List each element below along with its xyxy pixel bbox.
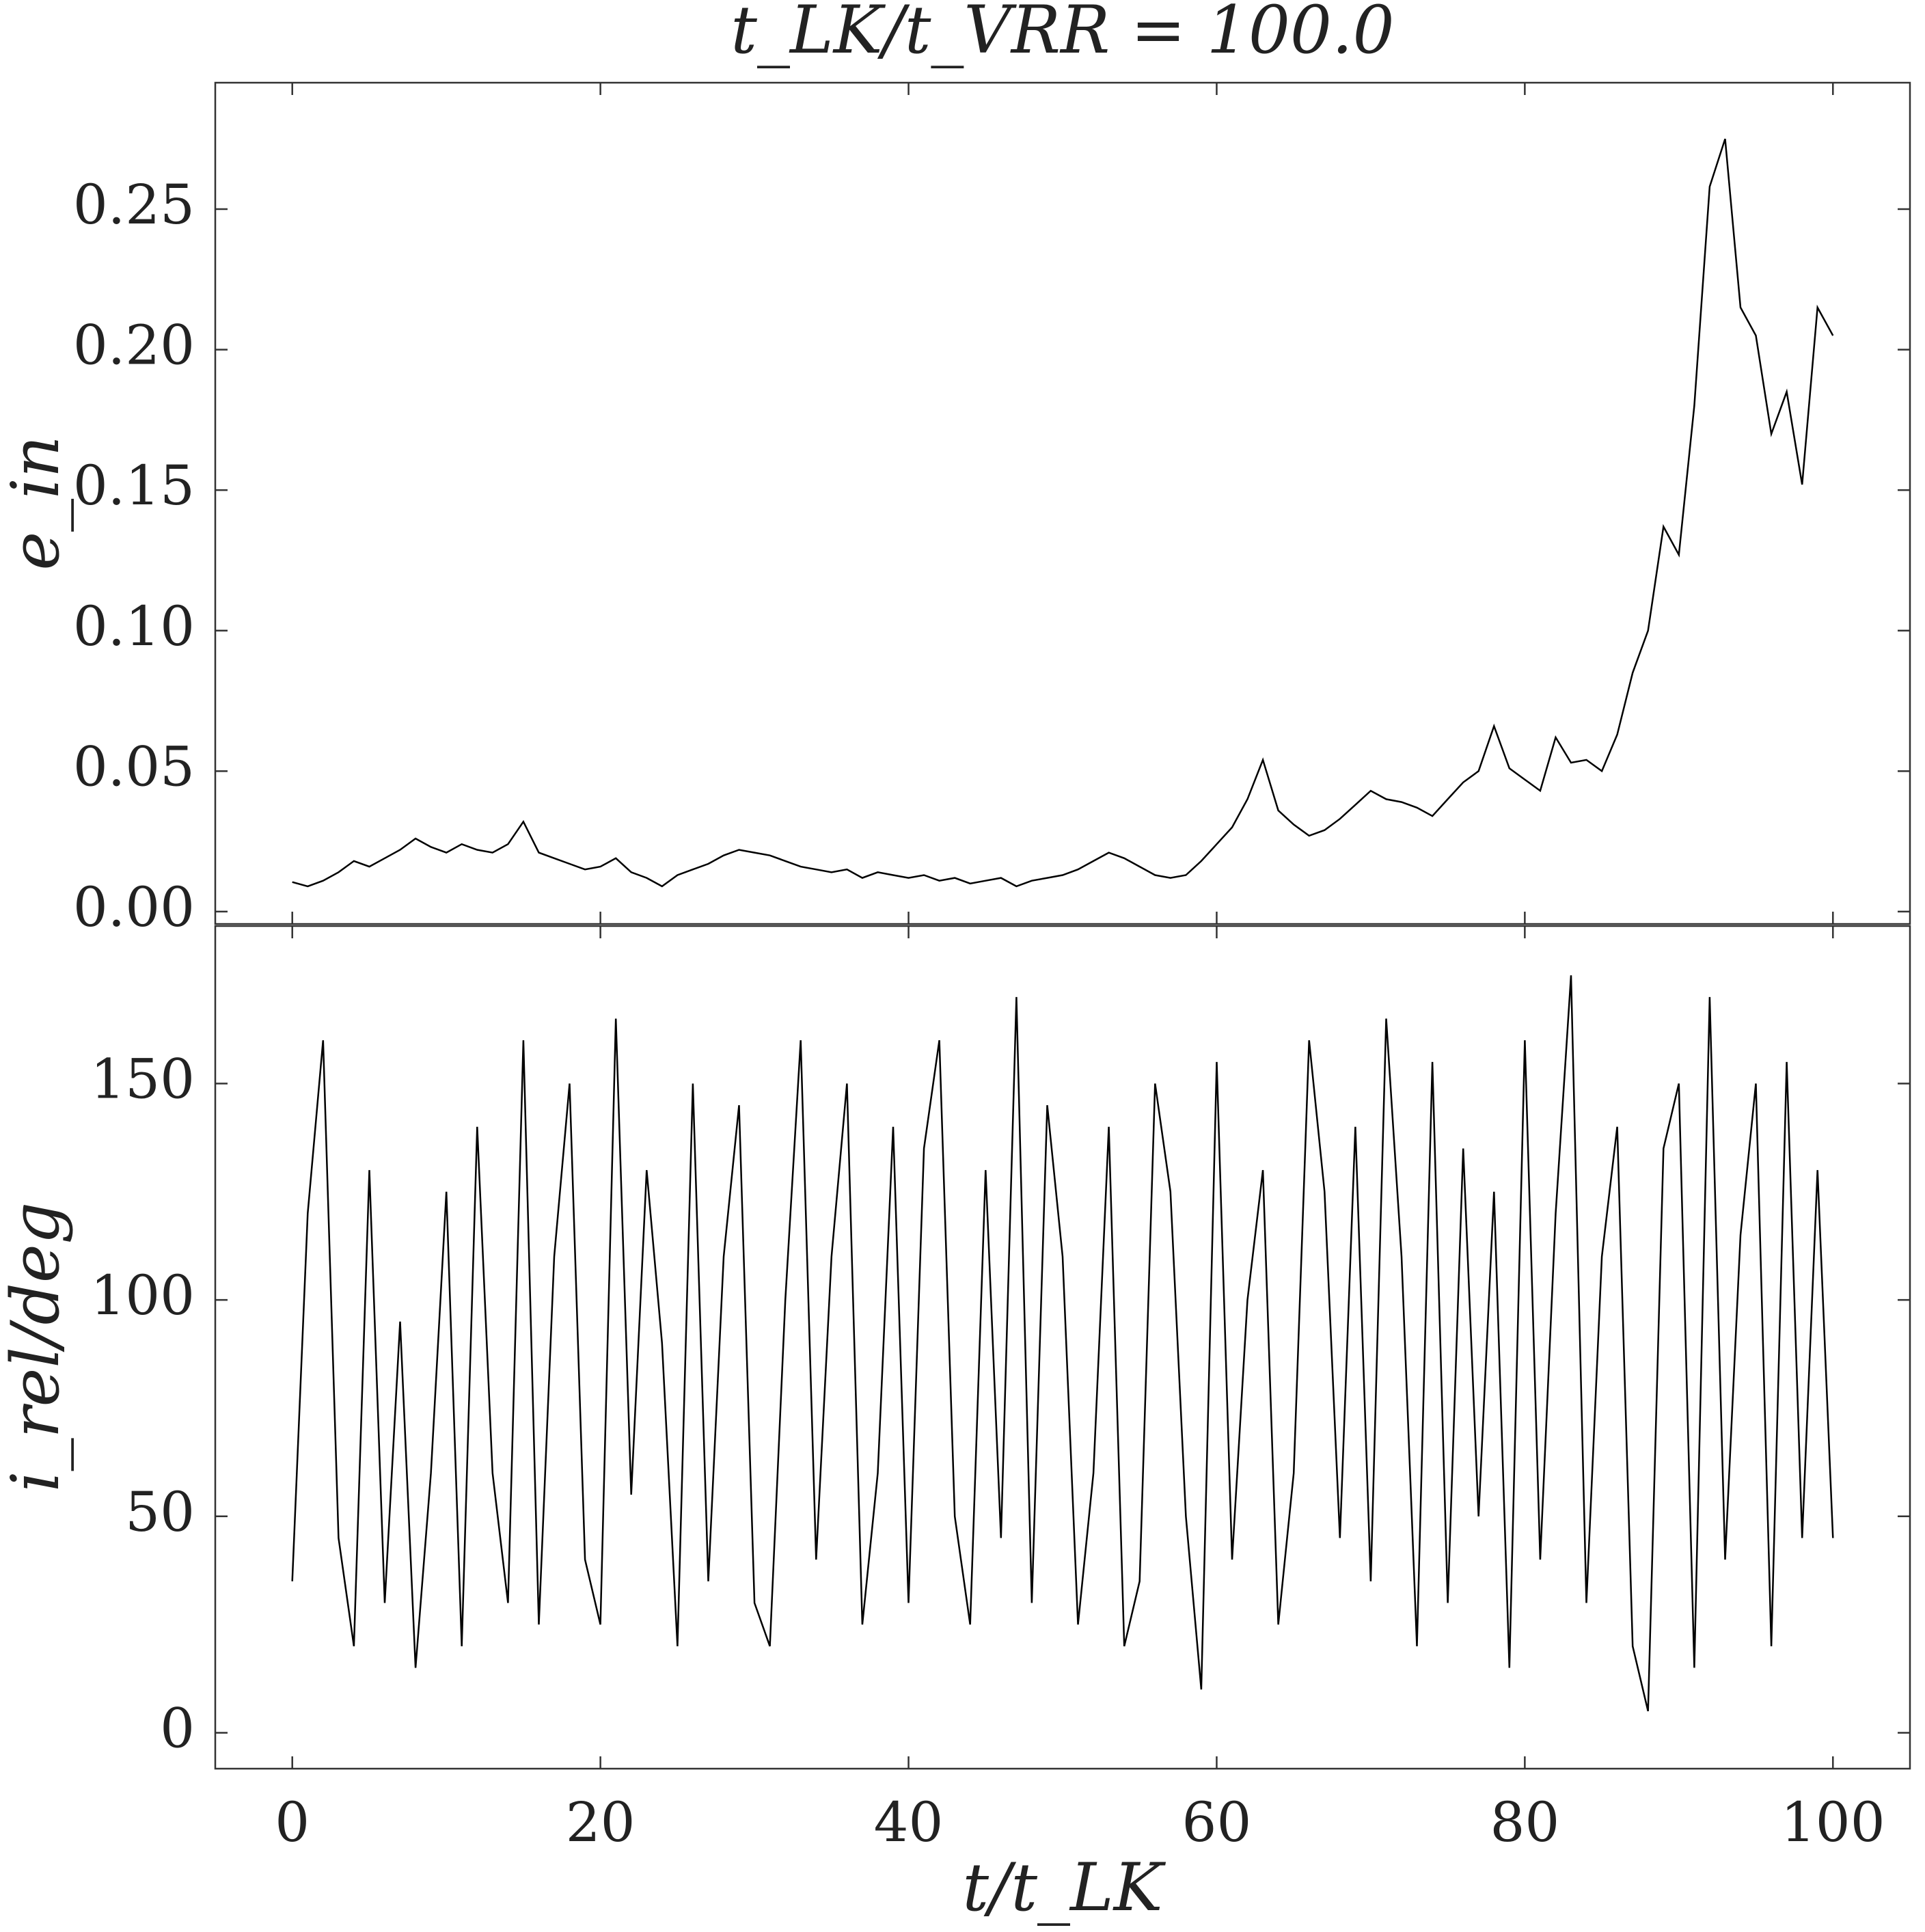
- y-tick-label: 0: [160, 1696, 195, 1760]
- y-tick-label: 0.05: [73, 735, 195, 798]
- x-axis-label: t/t_LK: [963, 1849, 1166, 1926]
- data-line: [291, 975, 1834, 1712]
- y-tick-label: 0.20: [73, 314, 195, 377]
- y-tick-label: 0.15: [73, 454, 195, 517]
- x-tick-label: 80: [1490, 1791, 1559, 1854]
- y-tick-label: 50: [125, 1480, 195, 1544]
- x-tick-label: 60: [1182, 1791, 1252, 1854]
- x-tick-label: 0: [275, 1791, 310, 1854]
- y-axis-label: i_rel/deg: [0, 1202, 74, 1492]
- x-tick-label: 20: [566, 1791, 636, 1854]
- y-tick-label: 0.10: [73, 595, 195, 658]
- y-tick-label: 0.25: [73, 173, 195, 236]
- y-axis-label: e_in: [0, 435, 74, 570]
- plot-frame: [214, 81, 1911, 925]
- x-tick-label: 40: [874, 1791, 944, 1854]
- y-tick-label: 100: [90, 1264, 195, 1327]
- y-tick-label: 0.00: [73, 875, 195, 939]
- y-tick-label: 150: [90, 1048, 195, 1111]
- chart-title: t_LK/t_VRR = 100.0: [731, 0, 1394, 68]
- plot-frame: [214, 925, 1911, 1770]
- data-line: [292, 138, 1834, 888]
- x-tick-label: 100: [1781, 1791, 1885, 1854]
